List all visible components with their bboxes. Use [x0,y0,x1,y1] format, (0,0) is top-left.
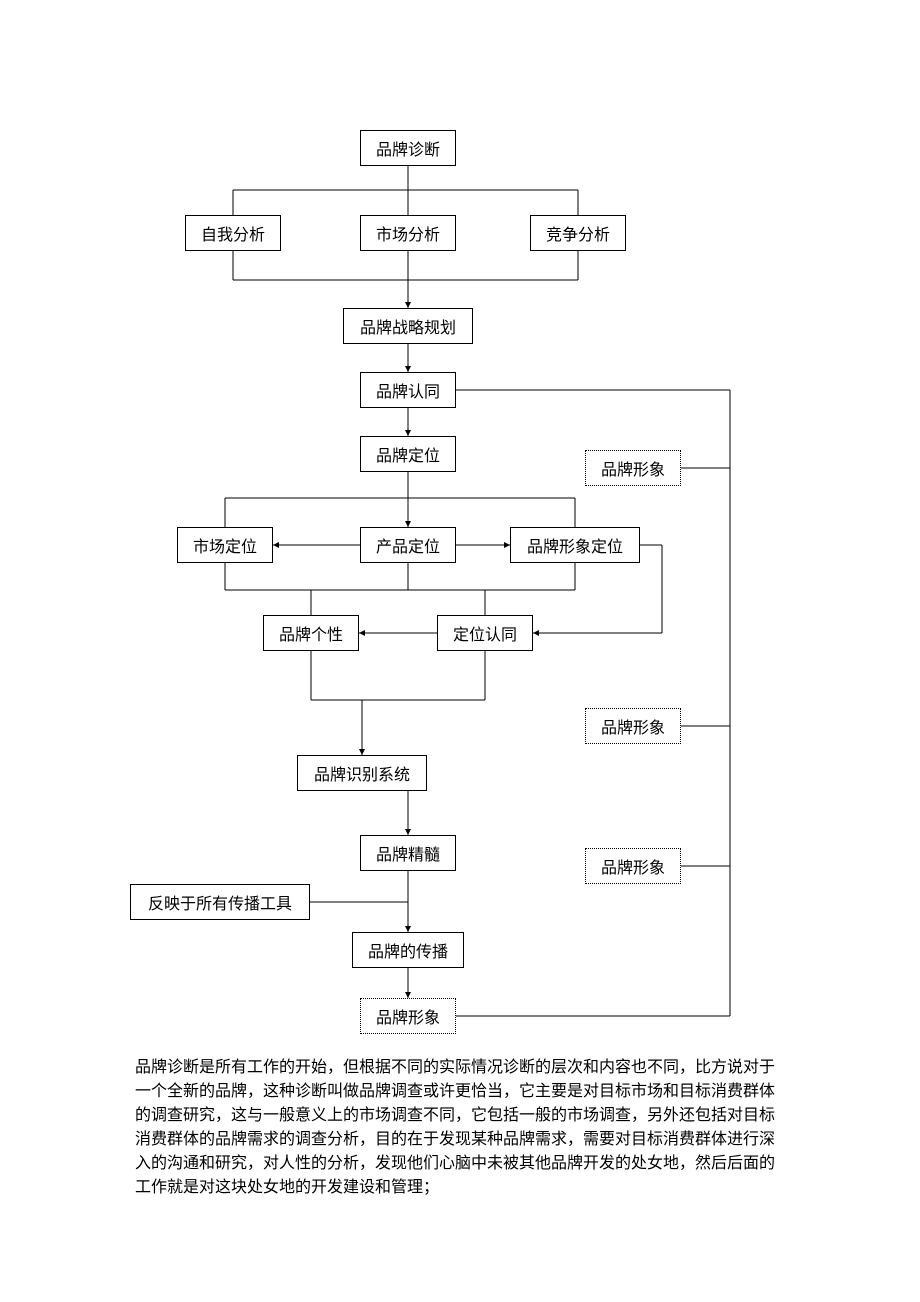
node-brand-identity: 品牌认同 [360,372,456,408]
node-brand-image-1: 品牌形象 [585,450,681,486]
node-market-positioning: 市场定位 [177,527,273,563]
node-brand-positioning: 品牌定位 [360,436,456,472]
label: 品牌精髓 [376,841,440,865]
node-self-analysis: 自我分析 [185,215,281,251]
flowchart-canvas: 品牌诊断 自我分析 市场分析 竞争分析 品牌战略规划 品牌认同 品牌定位 品牌形… [0,0,920,1302]
label: 市场定位 [193,533,257,557]
label: 市场分析 [376,221,440,245]
label: 产品定位 [376,533,440,557]
label: 反映于所有传播工具 [148,890,292,914]
node-brand-essence: 品牌精髓 [360,835,456,871]
node-brand-identity-system: 品牌识别系统 [297,755,427,791]
label: 品牌形象 [601,854,665,878]
node-market-analysis: 市场分析 [360,215,456,251]
paragraph-text: 品牌诊断是所有工作的开始，但根据不同的实际情况诊断的层次和内容也不同，比方说对于… [135,1059,775,1196]
label: 品牌个性 [279,621,343,645]
node-brand-spread: 品牌的传播 [352,932,464,968]
label: 品牌形象 [601,714,665,738]
node-brand-strategy-plan: 品牌战略规划 [343,308,473,344]
node-brand-image-positioning: 品牌形象定位 [510,527,640,563]
node-brand-image-4: 品牌形象 [360,998,456,1034]
label: 品牌认同 [376,378,440,402]
label: 竞争分析 [546,221,610,245]
label: 品牌识别系统 [314,761,410,785]
label: 品牌定位 [376,442,440,466]
node-brand-image-2: 品牌形象 [585,708,681,744]
label: 品牌诊断 [376,136,440,160]
label: 品牌形象 [376,1004,440,1028]
node-competition-analysis: 竞争分析 [530,215,626,251]
label: 自我分析 [201,221,265,245]
label: 品牌形象 [601,456,665,480]
node-reflect-tools: 反映于所有传播工具 [130,884,310,920]
node-product-positioning: 产品定位 [360,527,456,563]
label: 品牌形象定位 [527,533,623,557]
node-brand-personality: 品牌个性 [263,615,359,651]
label: 品牌的传播 [368,938,448,962]
label: 定位认同 [453,621,517,645]
label: 品牌战略规划 [360,314,456,338]
node-brand-diagnosis: 品牌诊断 [360,130,456,166]
body-paragraph: 品牌诊断是所有工作的开始，但根据不同的实际情况诊断的层次和内容也不同，比方说对于… [135,1056,775,1200]
node-brand-image-3: 品牌形象 [585,848,681,884]
node-position-identity: 定位认同 [437,615,533,651]
